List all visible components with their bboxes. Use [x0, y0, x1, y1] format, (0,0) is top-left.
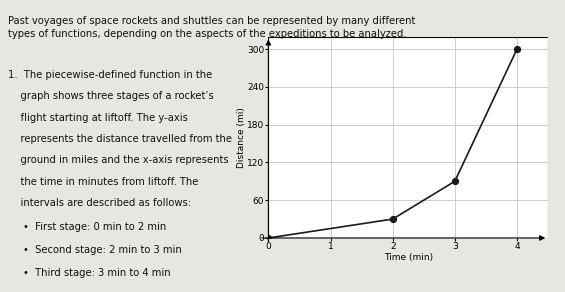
Text: the time in minutes from liftoff. The: the time in minutes from liftoff. The	[8, 177, 199, 187]
Text: •  Second stage: 2 min to 3 min: • Second stage: 2 min to 3 min	[23, 245, 181, 255]
Text: graph shows three stages of a rocket’s: graph shows three stages of a rocket’s	[8, 91, 214, 101]
Text: intervals are described as follows:: intervals are described as follows:	[8, 198, 192, 208]
Text: •  Third stage: 3 min to 4 min: • Third stage: 3 min to 4 min	[23, 268, 170, 278]
Point	[388, 217, 397, 221]
Point	[512, 47, 521, 51]
Text: flight starting at liftoff. The y-axis: flight starting at liftoff. The y-axis	[8, 113, 188, 123]
Point	[264, 236, 273, 240]
Y-axis label: Distance (mi): Distance (mi)	[237, 107, 246, 168]
Point	[450, 179, 459, 184]
Text: •  First stage: 0 min to 2 min: • First stage: 0 min to 2 min	[23, 222, 166, 232]
X-axis label: Time (min): Time (min)	[384, 253, 433, 262]
Text: Past voyages of space rockets and shuttles can be represented by many different
: Past voyages of space rockets and shuttl…	[8, 16, 416, 39]
Text: represents the distance travelled from the: represents the distance travelled from t…	[8, 134, 232, 144]
Text: ground in miles and the x-axis represents: ground in miles and the x-axis represent…	[8, 155, 229, 165]
Text: 1.  The piecewise-defined function in the: 1. The piecewise-defined function in the	[8, 70, 213, 80]
